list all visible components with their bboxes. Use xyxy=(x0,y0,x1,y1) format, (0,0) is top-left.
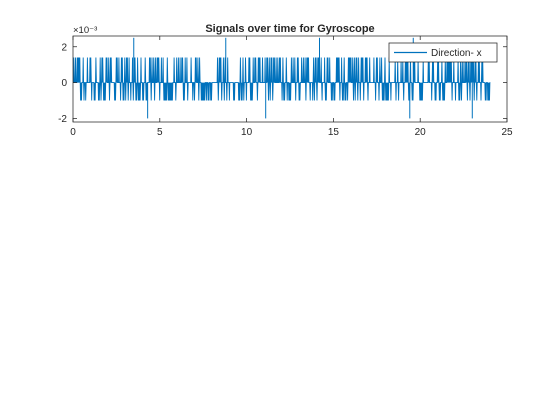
y-tick-label: 0 xyxy=(61,78,67,89)
series-line-1 xyxy=(73,57,491,101)
chart-title: Signals over time for Gyroscope xyxy=(205,23,374,35)
y-tick-label: 2 xyxy=(61,42,67,53)
x-tick-label: 10 xyxy=(241,127,253,138)
axes-box-1 xyxy=(72,35,508,123)
x-tick-label: 15 xyxy=(328,127,340,138)
x-tick-label: 20 xyxy=(415,127,427,138)
y-tick-label: -2 xyxy=(58,114,67,125)
x-tick-label: 0 xyxy=(70,127,76,138)
legend-box xyxy=(388,42,498,63)
y-exponent-label: ×10⁻³ xyxy=(73,25,97,36)
legend-entry: Direction- x xyxy=(431,48,482,59)
x-tick-label: 25 xyxy=(501,127,513,138)
x-tick-label: 5 xyxy=(157,127,163,138)
